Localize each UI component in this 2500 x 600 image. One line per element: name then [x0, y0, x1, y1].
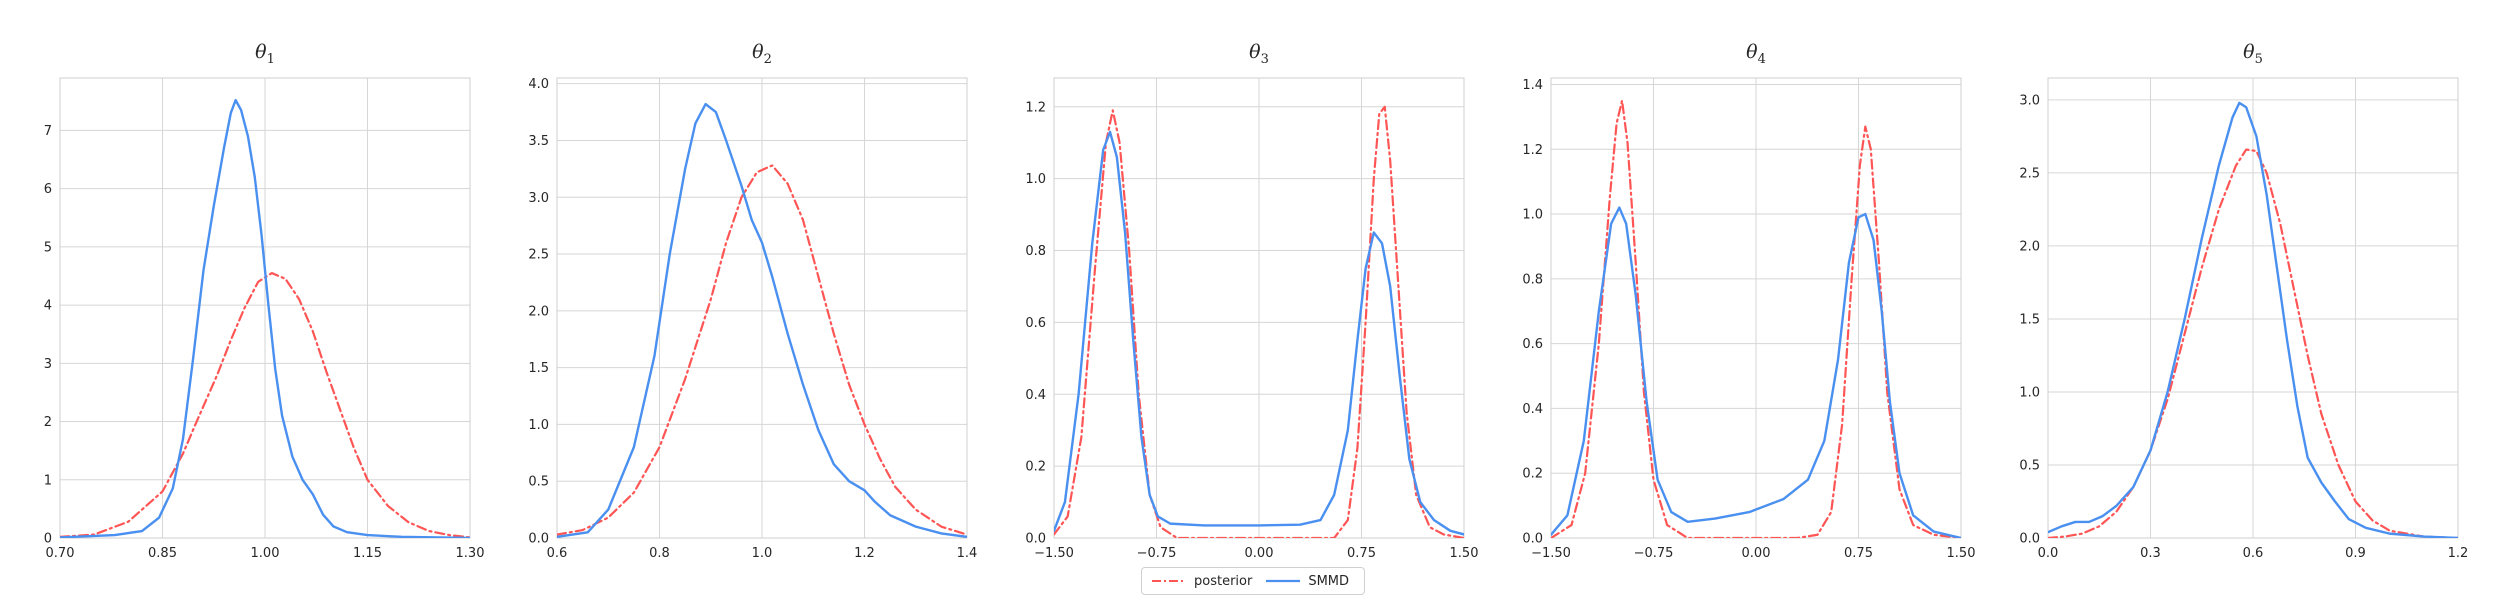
y-tick-label: 0.0 [1025, 532, 1046, 547]
y-tick-label: 0.8 [1522, 272, 1543, 287]
x-tick-label: 0.75 [1347, 546, 1376, 561]
x-tick-label: −0.75 [1137, 546, 1177, 561]
x-tick-label: 0.00 [1245, 546, 1274, 561]
y-tick-label: 0.2 [1025, 460, 1046, 475]
legend-swatch-smmd [1266, 579, 1301, 583]
y-tick-label: 0.2 [1522, 467, 1543, 482]
y-tick-label: 1.0 [1522, 208, 1543, 223]
y-tick-label: 4.0 [528, 77, 549, 92]
y-tick-label: 2 [44, 415, 52, 430]
y-tick-label: 5 [44, 240, 52, 255]
y-tick-label: 0.4 [1025, 388, 1046, 403]
y-tick-label: 0.6 [1025, 316, 1046, 331]
legend-item-posterior: posterior [1152, 574, 1252, 589]
y-tick-label: 0.5 [2019, 458, 2040, 473]
x-tick-label: 1.0 [752, 546, 773, 561]
y-tick-label: 0.5 [528, 475, 549, 490]
y-tick-label: 3 [44, 357, 52, 372]
y-tick-label: 2.0 [2019, 239, 2040, 254]
y-tick-label: 1.4 [1522, 78, 1543, 93]
panel-4: −1.50 −0.75 0.00 0.75 1.50 0.0 0.2 0.4 0.6 0.8 1.0… [1522, 41, 1975, 561]
y-tick-label: 1.0 [528, 418, 549, 433]
legend-item-smmd: SMMD [1266, 574, 1349, 589]
y-tick-label: 1.5 [528, 361, 549, 376]
y-tick-label: 1.2 [1025, 100, 1046, 115]
y-tick-label: 1.2 [1522, 143, 1543, 158]
series-line-smmd [2048, 101, 2458, 538]
y-tick-label: 0.0 [528, 532, 549, 547]
x-tick-label: 1.4 [957, 546, 978, 561]
y-tick-label: 0.8 [1025, 244, 1046, 259]
x-tick-label: 0.00 [1742, 546, 1771, 561]
x-tick-label: 1.30 [456, 546, 485, 561]
y-tick-label: 0.0 [2019, 532, 2040, 547]
x-tick-label: 0.9 [2345, 546, 2366, 561]
y-tick-label: 2.0 [528, 304, 549, 319]
axes-frame [59, 77, 471, 539]
y-tick-label: 3.0 [2019, 93, 2040, 108]
series-line-posterior [1054, 105, 1464, 538]
series-line-smmd [557, 102, 967, 538]
x-tick-label: 1.2 [854, 546, 875, 561]
y-tick-label: 0.6 [1522, 337, 1543, 352]
x-tick-label: 1.50 [1947, 546, 1976, 561]
panel-title: θ2 [752, 41, 772, 67]
y-tick-label: 1.0 [1025, 172, 1046, 187]
y-tick-label: 0.4 [1522, 402, 1543, 417]
y-tick-label: 4 [44, 299, 52, 314]
y-tick-label: 7 [44, 124, 52, 139]
x-tick-label: −1.50 [1034, 546, 1074, 561]
panel-title: θ1 [255, 41, 275, 67]
x-tick-label: 1.2 [2448, 546, 2469, 561]
y-tick-label: 0.0 [1522, 532, 1543, 547]
x-tick-label: 0.6 [547, 546, 568, 561]
y-tick-label: 1 [44, 473, 52, 488]
x-tick-label: 0.70 [46, 546, 75, 561]
x-tick-label: 0.3 [2140, 546, 2161, 561]
legend-label-smmd: SMMD [1308, 573, 1350, 589]
y-tick-label: 2.5 [2019, 166, 2040, 181]
panel-title: θ5 [2243, 41, 2263, 67]
x-tick-label: 0.8 [649, 546, 670, 561]
x-tick-label: 0.0 [2038, 546, 2059, 561]
y-tick-label: 1.0 [2019, 385, 2040, 400]
legend: posterior SMMD [1141, 567, 1365, 595]
series-line-smmd [1551, 206, 1961, 538]
x-tick-label: 0.85 [148, 546, 177, 561]
legend-label-posterior: posterior [1194, 573, 1253, 589]
panel-1: 0.70 0.85 1.00 1.15 1.30 0 1 2 3 4 5 6 7 θ1 [44, 41, 485, 561]
panel-2: 0.6 0.8 1.0 1.2 1.4 0.0 0.5 1.0 1.5 2.0 2.5 3.0 3.5 4… [528, 41, 977, 561]
legend-swatch-posterior [1152, 580, 1186, 582]
series-line-smmd [1054, 130, 1464, 536]
y-tick-label: 0 [44, 532, 52, 547]
y-tick-label: 6 [44, 182, 52, 197]
x-tick-label: −0.75 [1634, 546, 1674, 561]
y-tick-label: 3.0 [528, 191, 549, 206]
x-tick-label: 1.00 [251, 546, 280, 561]
series-line-smmd [60, 98, 470, 538]
panel-3: −1.50 −0.75 0.00 0.75 1.50 0.0 0.2 0.4 0.6 0.8 1.0… [1025, 41, 1478, 561]
axes-frame [2047, 77, 2459, 539]
panel-title: θ3 [1249, 41, 1269, 67]
x-tick-label: −1.50 [1531, 546, 1571, 561]
y-tick-label: 1.5 [2019, 312, 2040, 327]
panel-title: θ4 [1746, 41, 1766, 67]
y-tick-label: 2.5 [528, 248, 549, 263]
x-tick-label: 1.15 [353, 546, 382, 561]
x-tick-label: 1.50 [1450, 546, 1479, 561]
y-tick-label: 3.5 [528, 134, 549, 149]
series-line-posterior [557, 164, 967, 536]
x-tick-label: 0.75 [1844, 546, 1873, 561]
panel-5: 0.0 0.3 0.6 0.9 1.2 0.0 0.5 1.0 1.5 2.0 2.5 3.0 θ5 [2019, 41, 2468, 561]
axes-frame [556, 77, 968, 539]
series-line-posterior [2048, 148, 2458, 538]
x-tick-label: 0.6 [2243, 546, 2264, 561]
